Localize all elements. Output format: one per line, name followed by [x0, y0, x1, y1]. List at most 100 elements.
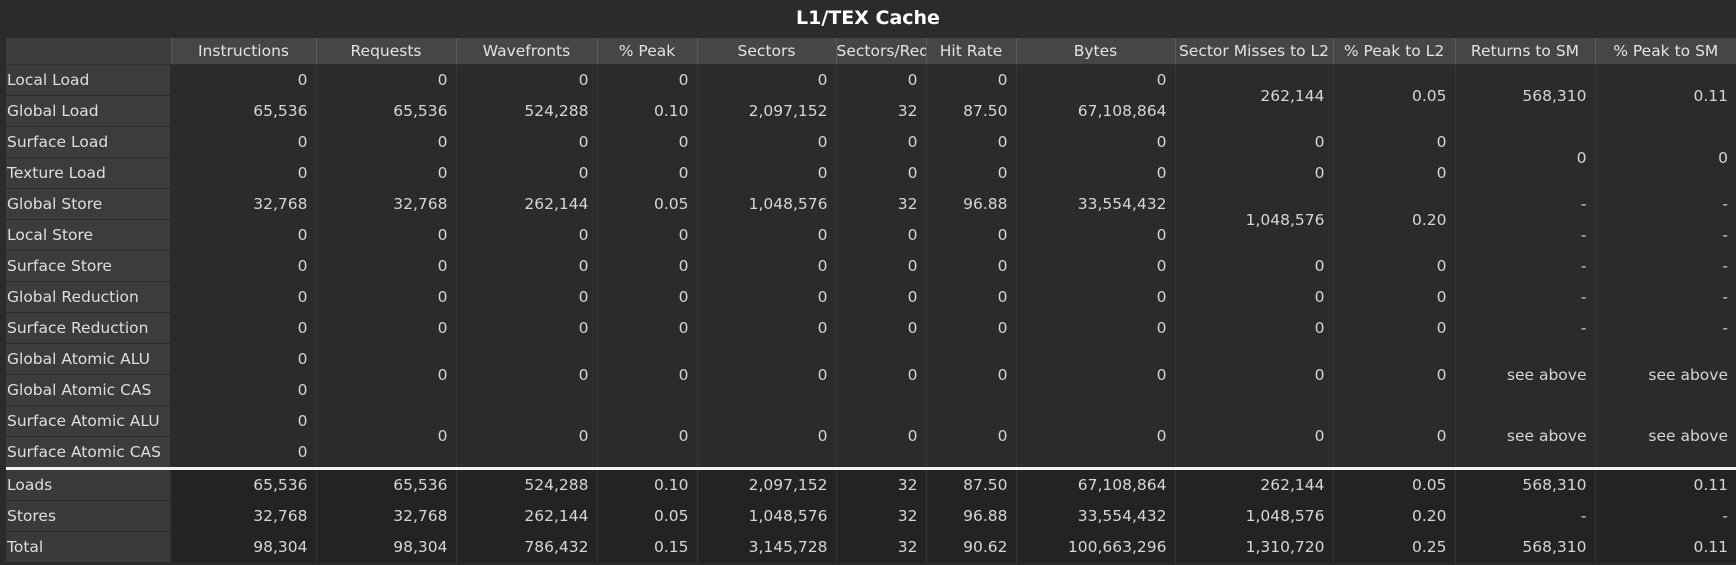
- cell-peak-to-sm: -: [1722, 195, 1728, 213]
- cell-sectors-per-req: 0: [836, 405, 927, 469]
- cell-sectors: 2,097,152: [697, 467, 837, 501]
- cell-instructions: 65,536: [171, 95, 317, 127]
- row-label: Texture Load: [6, 157, 172, 189]
- table-row: Local Load 0 0 0 0 0 0 0 0 262,144 0.05 …: [6, 64, 1736, 127]
- cell-instructions: 0: [171, 64, 317, 96]
- cell-peak: 0: [597, 312, 698, 344]
- header-row: Instructions Requests Wavefronts % Peak …: [6, 38, 1736, 65]
- cell-peak-to-sm: -: [1722, 226, 1728, 244]
- cell-peak: 0: [597, 157, 698, 189]
- cell-hit-rate: 0: [926, 126, 1017, 158]
- cell-bytes: 0: [1016, 312, 1176, 344]
- cell-peak-to-sm: -: [1722, 257, 1728, 275]
- row-label: Surface Atomic CAS: [6, 436, 172, 469]
- cell-sector-misses-to-l2: 1,048,576: [1175, 500, 1334, 532]
- cell-peak-to-sm: -: [1722, 319, 1728, 337]
- cell-wavefronts: 0: [456, 405, 598, 469]
- cell-sector-misses-to-l2: 1,048,576: [1175, 188, 1334, 251]
- cell-wavefronts: 524,288: [456, 467, 598, 501]
- cell-sectors-per-req: 0: [836, 219, 927, 251]
- cell-instructions: 0: [171, 343, 317, 375]
- cell-sectors: 1,048,576: [697, 500, 837, 532]
- col-header-bytes[interactable]: Bytes: [1016, 38, 1176, 65]
- cell-wavefronts: 0: [456, 250, 598, 282]
- cell-requests: 0: [316, 126, 457, 158]
- cell-sectors: 0: [697, 64, 837, 96]
- cell-instructions: 0: [171, 250, 317, 282]
- cell-returns-to-sm: -: [1455, 500, 1596, 532]
- row-label: Loads: [6, 467, 172, 501]
- cell-bytes: 0: [1016, 157, 1176, 189]
- cell-peak-to-l2: 0.05: [1333, 64, 1456, 127]
- cell-wavefronts: 0: [456, 281, 598, 313]
- row-label: Global Store: [6, 188, 172, 220]
- cell-wavefronts: 262,144: [456, 500, 598, 532]
- table-row: Global Atomic ALU 0 0 0 0 0 0 0 0 0 0 se…: [6, 343, 1736, 406]
- cell-bytes: 0: [1016, 281, 1176, 313]
- totals-row-stores: Stores 32,768 32,768 262,144 0.05 1,048,…: [6, 500, 1736, 532]
- totals-row-total: Total 98,304 98,304 786,432 0.15 3,145,7…: [6, 531, 1736, 563]
- col-header-sectors[interactable]: Sectors: [697, 38, 837, 65]
- col-header-sectors-per-req[interactable]: Sectors/Req: [836, 38, 927, 65]
- col-header-requests[interactable]: Requests: [316, 38, 457, 65]
- cell-hit-rate: 96.88: [926, 188, 1017, 220]
- cell-hit-rate: 87.50: [926, 95, 1017, 127]
- totals-row-loads: Loads 65,536 65,536 524,288 0.10 2,097,1…: [6, 467, 1736, 501]
- cell-requests: 0: [316, 157, 457, 189]
- cell-hit-rate: 90.62: [926, 531, 1017, 563]
- row-label: Stores: [6, 500, 172, 532]
- cell-sector-misses-to-l2: 0: [1175, 250, 1334, 282]
- col-header-wavefronts[interactable]: Wavefronts: [456, 38, 598, 65]
- table-container: Instructions Requests Wavefronts % Peak …: [6, 38, 1736, 563]
- cell-sectors: 2,097,152: [697, 95, 837, 127]
- cell-sectors: 3,145,728: [697, 531, 837, 563]
- cell-sector-misses-to-l2: 0: [1175, 312, 1334, 344]
- cell-wavefronts: 0: [456, 219, 598, 251]
- cell-instructions: 0: [171, 405, 317, 437]
- cell-sectors: 0: [697, 219, 837, 251]
- cell-peak-to-sm: 0.11: [1693, 86, 1728, 105]
- cell-sectors-per-req: 32: [836, 95, 927, 127]
- table-row: Global Atomic CAS 0: [6, 374, 1736, 406]
- table-row: Local Store 0 0 0 0 0 0 0 0 - -: [6, 219, 1736, 251]
- table-row: Surface Load 0 0 0 0 0 0 0 0 0 0 0 0: [6, 126, 1736, 189]
- cell-wavefronts: 0: [456, 343, 598, 406]
- cell-instructions: 0: [171, 374, 317, 406]
- cell-returns-to-sm: see above: [1455, 405, 1596, 469]
- cell-peak: 0.15: [597, 531, 698, 563]
- col-header-instructions[interactable]: Instructions: [171, 38, 317, 65]
- cell-sector-misses-to-l2: 0: [1175, 157, 1334, 189]
- cell-sector-misses-to-l2: 1,310,720: [1175, 531, 1334, 563]
- cell-bytes: 67,108,864: [1016, 467, 1176, 501]
- row-label: Surface Atomic ALU: [6, 405, 172, 437]
- cell-sectors: 0: [697, 312, 837, 344]
- cell-requests: 65,536: [316, 95, 457, 127]
- cell-requests: 65,536: [316, 467, 457, 501]
- cell-requests: 0: [316, 281, 457, 313]
- cell-wavefronts: 524,288: [456, 95, 598, 127]
- cell-sectors-per-req: 0: [836, 64, 927, 96]
- cell-peak-to-sm: see above: [1648, 427, 1728, 446]
- cell-peak: 0: [597, 219, 698, 251]
- col-header-peak-to-l2[interactable]: % Peak to L2: [1333, 38, 1456, 65]
- cell-peak-to-sm: 0.11: [1595, 531, 1736, 563]
- col-header-hit-rate[interactable]: Hit Rate: [926, 38, 1017, 65]
- col-header-peak-to-sm[interactable]: % Peak to SM: [1595, 38, 1736, 65]
- cell-hit-rate: 0: [926, 250, 1017, 282]
- cell-bytes: 0: [1016, 126, 1176, 158]
- cell-peak-to-l2: 0: [1333, 343, 1456, 406]
- cell-bytes: 0: [1016, 405, 1176, 469]
- col-header-peak[interactable]: % Peak: [597, 38, 698, 65]
- cell-sectors-per-req: 0: [836, 281, 927, 313]
- cell-sector-misses-to-l2: 262,144: [1175, 467, 1334, 501]
- cell-returns-to-sm: -: [1455, 250, 1596, 282]
- cell-peak: 0: [597, 126, 698, 158]
- cell-wavefronts: 262,144: [456, 188, 598, 220]
- cell-instructions: 0: [171, 219, 317, 251]
- col-header-sector-misses-to-l2[interactable]: Sector Misses to L2: [1175, 38, 1334, 65]
- col-header-returns-to-sm[interactable]: Returns to SM: [1455, 38, 1596, 65]
- cell-peak: 0: [597, 64, 698, 96]
- cell-peak: 0.10: [597, 95, 698, 127]
- cell-returns-to-sm: 568,310: [1455, 64, 1596, 127]
